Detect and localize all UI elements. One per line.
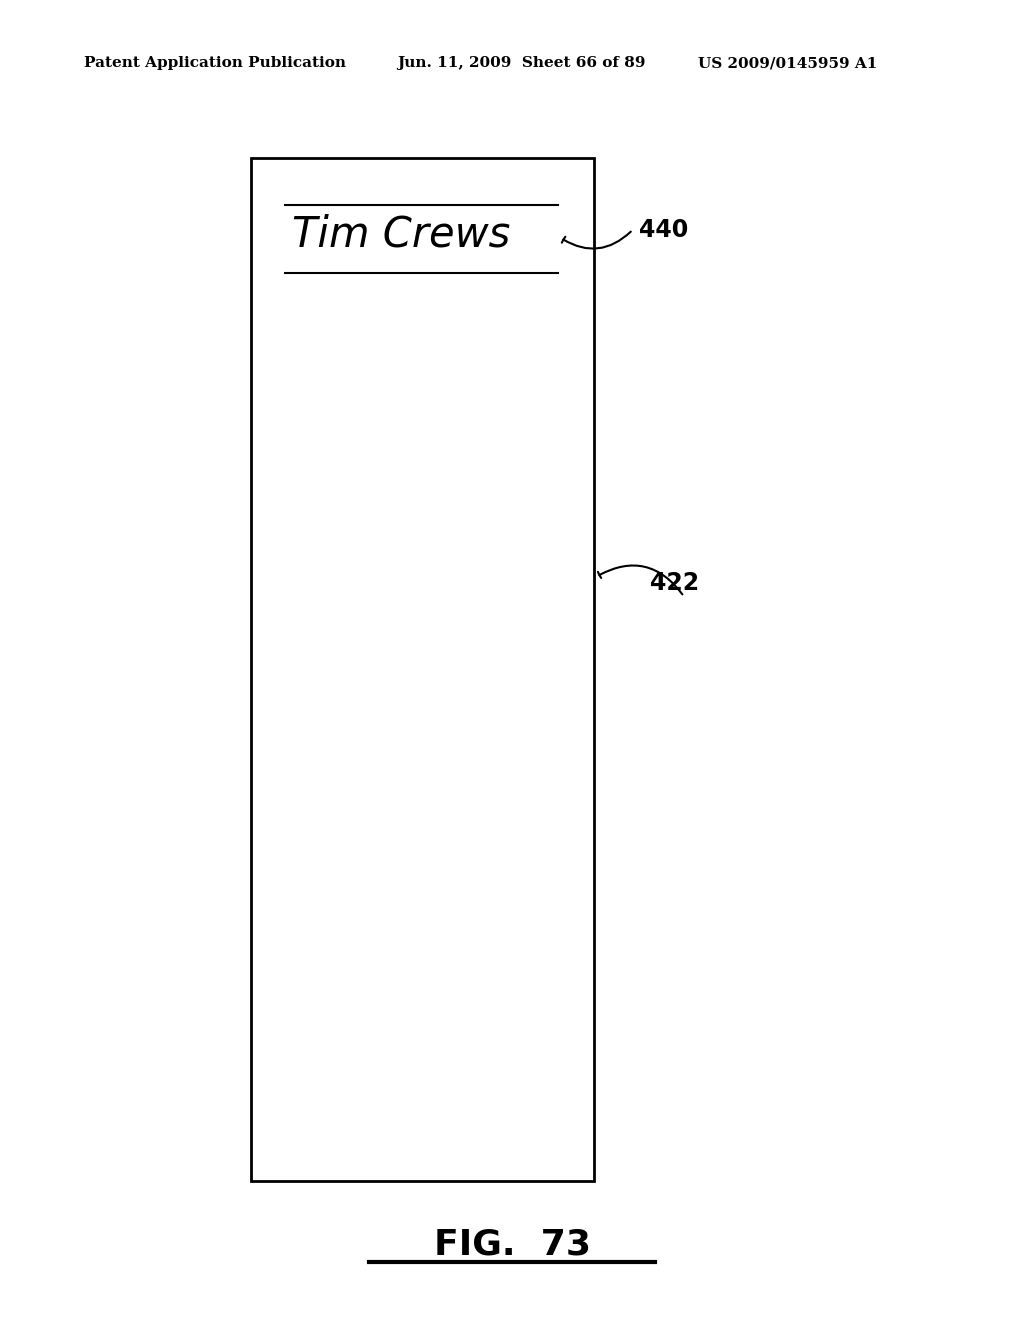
Text: 422: 422 bbox=[650, 572, 699, 595]
FancyBboxPatch shape bbox=[251, 158, 594, 1181]
Text: Jun. 11, 2009  Sheet 66 of 89: Jun. 11, 2009 Sheet 66 of 89 bbox=[397, 57, 646, 70]
Text: Patent Application Publication: Patent Application Publication bbox=[84, 57, 346, 70]
Text: FIG.  73: FIG. 73 bbox=[433, 1228, 591, 1262]
Text: 440: 440 bbox=[639, 218, 688, 242]
Text: Tim Crews: Tim Crews bbox=[292, 214, 510, 256]
Text: US 2009/0145959 A1: US 2009/0145959 A1 bbox=[698, 57, 878, 70]
